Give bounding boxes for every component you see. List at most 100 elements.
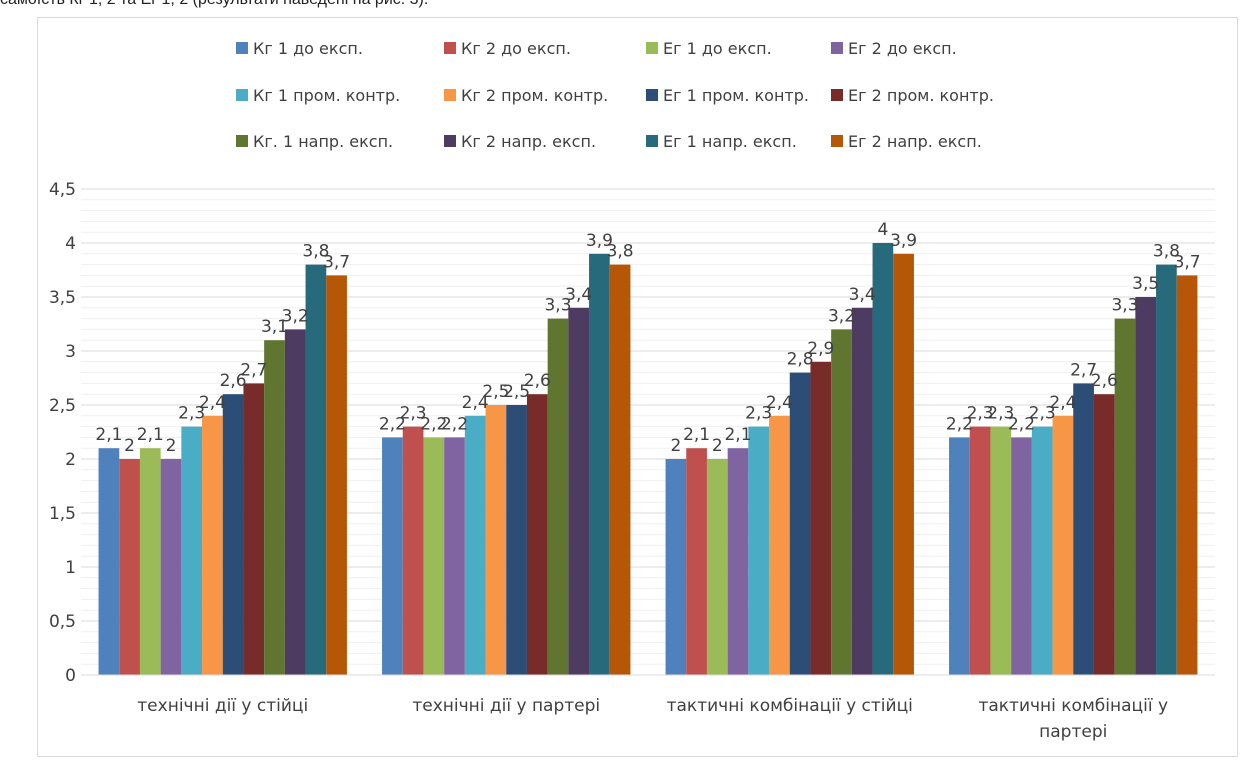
data-label: 2,3 — [967, 404, 994, 424]
legend-swatch — [236, 89, 248, 101]
data-label: 2,4 — [199, 393, 226, 413]
y-tick-label: 0 — [65, 666, 76, 686]
y-tick-label: 4,5 — [49, 180, 76, 200]
legend-swatch — [646, 89, 658, 101]
bar — [949, 437, 970, 675]
bar — [665, 459, 687, 675]
bar — [326, 275, 347, 675]
bar — [831, 329, 852, 675]
bar — [485, 405, 507, 675]
bar — [1176, 275, 1198, 675]
legend-swatch — [831, 42, 843, 54]
legend-label: Ег 1 пром. контр. — [663, 86, 809, 105]
bar — [1011, 437, 1032, 675]
data-label: 3,5 — [1132, 274, 1159, 294]
bar — [202, 415, 223, 675]
y-tick-label: 1,5 — [49, 504, 76, 524]
legend-swatch — [444, 89, 456, 101]
data-label: 3,4 — [849, 285, 876, 305]
bar — [748, 426, 770, 675]
data-label: 2,3 — [178, 404, 205, 424]
data-label: 2,3 — [745, 404, 772, 424]
data-label: 2,6 — [220, 371, 247, 391]
data-label: 3,1 — [261, 317, 288, 337]
bar — [119, 459, 140, 675]
legend-label: Ег 2 пром. контр. — [848, 86, 994, 105]
data-label: 2 — [712, 436, 723, 456]
data-label: 3,9 — [890, 231, 917, 251]
data-label: 3,3 — [1111, 296, 1138, 316]
data-label: 3,8 — [1153, 242, 1180, 262]
bar — [789, 372, 811, 675]
legend-label: Кг. 1 напр. експ. — [253, 132, 393, 151]
bar — [444, 437, 465, 675]
data-label: 4 — [877, 220, 888, 240]
bar — [810, 361, 832, 675]
bar — [98, 448, 120, 675]
bar — [609, 264, 631, 675]
data-label: 2,6 — [1091, 371, 1118, 391]
data-label: 2,2 — [379, 414, 406, 434]
legend-label: Ег 1 напр. експ. — [663, 132, 797, 151]
figure-caption-fragment: самоїсть Кг 1, 2 та Ег 1, 2 (результати … — [0, 0, 428, 9]
legend: Кг 1 до експ. Кг 2 до експ. Ег 1 до експ. Е… — [236, 39, 994, 151]
category-label: технічні дії у стійці — [137, 696, 308, 716]
data-label: 2,7 — [240, 360, 267, 380]
data-label: 2,1 — [683, 425, 710, 445]
legend-swatch — [236, 135, 248, 147]
data-label: 2 — [124, 436, 135, 456]
bar — [160, 459, 182, 675]
bar — [382, 437, 403, 675]
data-label: 2,4 — [1049, 393, 1076, 413]
data-label: 3,3 — [544, 296, 571, 316]
legend-swatch — [444, 135, 456, 147]
bar — [990, 426, 1012, 675]
data-label: 3,9 — [586, 231, 613, 251]
bar — [506, 405, 527, 675]
data-label: 2,1 — [95, 425, 122, 445]
data-label: 2,2 — [1008, 414, 1035, 434]
category-label: тактичні комбінації у стійці — [667, 696, 913, 716]
y-tick-label: 1 — [65, 558, 76, 578]
legend-label: Ег 2 до експ. — [848, 39, 957, 58]
legend-swatch — [444, 42, 456, 54]
data-label: 2,6 — [524, 371, 551, 391]
data-label: 2 — [166, 436, 177, 456]
data-label: 2,8 — [787, 350, 814, 370]
data-label: 2,5 — [482, 382, 509, 402]
axes: 0 0,5 1 1,5 2 2,5 3 3,5 4 4,5 технічні дії у стійц… — [49, 180, 1215, 742]
legend-swatch — [236, 42, 248, 54]
bar-series — [98, 243, 1198, 676]
legend-swatch — [646, 135, 658, 147]
bar — [464, 415, 486, 675]
data-label: 2,3 — [987, 404, 1014, 424]
data-label: 2,7 — [1070, 360, 1097, 380]
bar — [1052, 415, 1074, 675]
data-label: 2,1 — [724, 425, 751, 445]
legend-swatch — [831, 135, 843, 147]
legend-swatch — [831, 89, 843, 101]
data-label: 2,3 — [1029, 404, 1056, 424]
bar — [1031, 426, 1053, 675]
data-label: 3,8 — [302, 242, 329, 262]
bar — [1156, 264, 1177, 675]
data-label: 3,7 — [1174, 252, 1201, 272]
bar — [1073, 383, 1094, 675]
bar — [706, 459, 728, 675]
data-label: 2,1 — [137, 425, 164, 445]
legend-label: Ег 1 до експ. — [663, 39, 772, 58]
data-label: 2,2 — [441, 414, 468, 434]
chart-area: Кг 1 до експ. Кг 2 до експ. Ег 1 до експ. Е… — [37, 17, 1238, 757]
legend-label: Кг 1 до експ. — [253, 39, 363, 58]
bar-chart: Кг 1 до експ. Кг 2 до експ. Ег 1 до експ. Е… — [49, 39, 1215, 742]
bar — [589, 253, 610, 676]
bar — [568, 307, 590, 675]
y-tick-label: 2 — [65, 450, 76, 470]
legend-label: Кг 1 пром. контр. — [253, 86, 400, 105]
bar — [1114, 318, 1136, 675]
data-label: 2,2 — [946, 414, 973, 434]
y-tick-label: 3,5 — [49, 288, 76, 308]
bar — [1093, 394, 1115, 675]
bar — [547, 318, 569, 675]
legend-label: Кг 2 напр. експ. — [461, 132, 596, 151]
